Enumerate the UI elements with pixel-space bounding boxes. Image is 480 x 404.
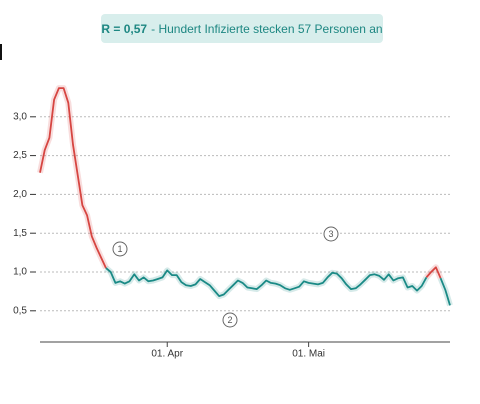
series-band: [104, 265, 453, 307]
y-tick-label: 1,0: [13, 267, 27, 278]
series-line: [39, 87, 442, 279]
annotation: 3: [328, 229, 333, 239]
annotation-circle: [112, 241, 128, 257]
title-badge: R = 0,57- Hundert Infizierte stecken 57 …: [101, 14, 383, 43]
edge-marker: [0, 44, 2, 60]
x-tick-label: 01. Mai: [292, 349, 325, 360]
title: - Hundert Infizierte stecken 57 Personen…: [151, 21, 383, 36]
annotation: 1: [117, 244, 122, 254]
y-tick-label: 2,5: [13, 150, 27, 161]
annotation-circle: [222, 312, 238, 328]
y-tick-label: 3,0: [13, 111, 27, 122]
y-tick-label: 0,5: [13, 305, 27, 316]
y-tick-label: 2,0: [13, 189, 27, 200]
annotation: 2: [227, 315, 232, 325]
y-tick-label: 1,5: [13, 228, 27, 239]
series-line: [105, 267, 451, 306]
annotation-circle: [323, 226, 339, 242]
x-tick-label: 01. Apr: [151, 349, 183, 360]
title-value: R = 0,57: [101, 21, 148, 36]
